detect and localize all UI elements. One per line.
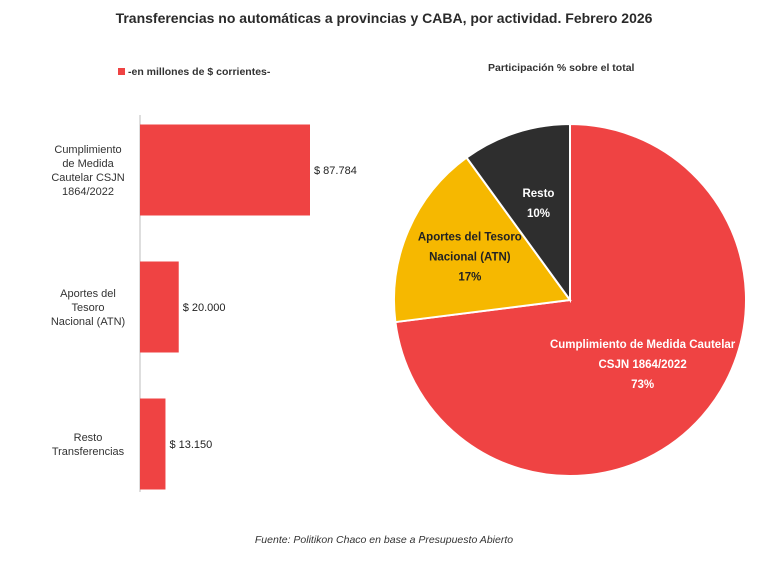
bar-category-label: Cumplimiento [54,144,121,156]
bar-2 [140,398,166,490]
legend-label: -en millones de $ corrientes- [128,66,271,78]
pie-title: Participación % sobre el total [488,62,635,74]
bar-category-label: de Medida [62,158,114,170]
bar-category-label: Tesoro [71,302,104,314]
pie-slice-1 [393,156,572,324]
bar-category-label: Cautelar CSJN [51,172,124,184]
bar-category-label: Transferencias [52,446,125,458]
pie-slice-label: 17% [458,272,481,284]
bar-0 [140,124,310,216]
legend-swatch [118,68,125,75]
bar-value-label: $ 13.150 [169,439,212,451]
source-note: Fuente: Politikon Chaco en base a Presup… [254,534,514,546]
bar-value-label: $ 20.000 [183,302,226,314]
pie-slice-label: Cumplimiento de Medida Cautelar [550,339,736,351]
bar-category-label: Aportes del [60,288,116,300]
bar-value-label: $ 87.784 [314,165,357,177]
pie-chart: Cumplimiento de Medida Cautelar CSJN 1864… [393,122,747,477]
pie-slice-label: Aportes del Tesoro [418,232,522,244]
pie-slice-label: Resto [522,188,554,200]
bar-legend: -en millones de $ corrientes- [118,66,270,78]
pie-slice-label: 73% [631,379,654,391]
pie-slice-2 [465,122,571,304]
pie-slice-label: 10% [527,208,550,220]
pie-slice-label: CSJN 1864/2022 [598,359,686,371]
bar-1 [140,261,179,353]
bar-category-label: Resto [74,432,103,444]
bar-category-label: Nacional (ATN) [51,316,125,328]
bar-chart: $ 87.784 Cumplimiento de Medida Cautelar CS… [51,124,357,490]
bar-category-label: 1864/2022 [62,186,114,198]
chart-title: Transferencias no automáticas a provinci… [115,10,653,26]
pie-slice-label: Nacional (ATN) [429,252,511,264]
